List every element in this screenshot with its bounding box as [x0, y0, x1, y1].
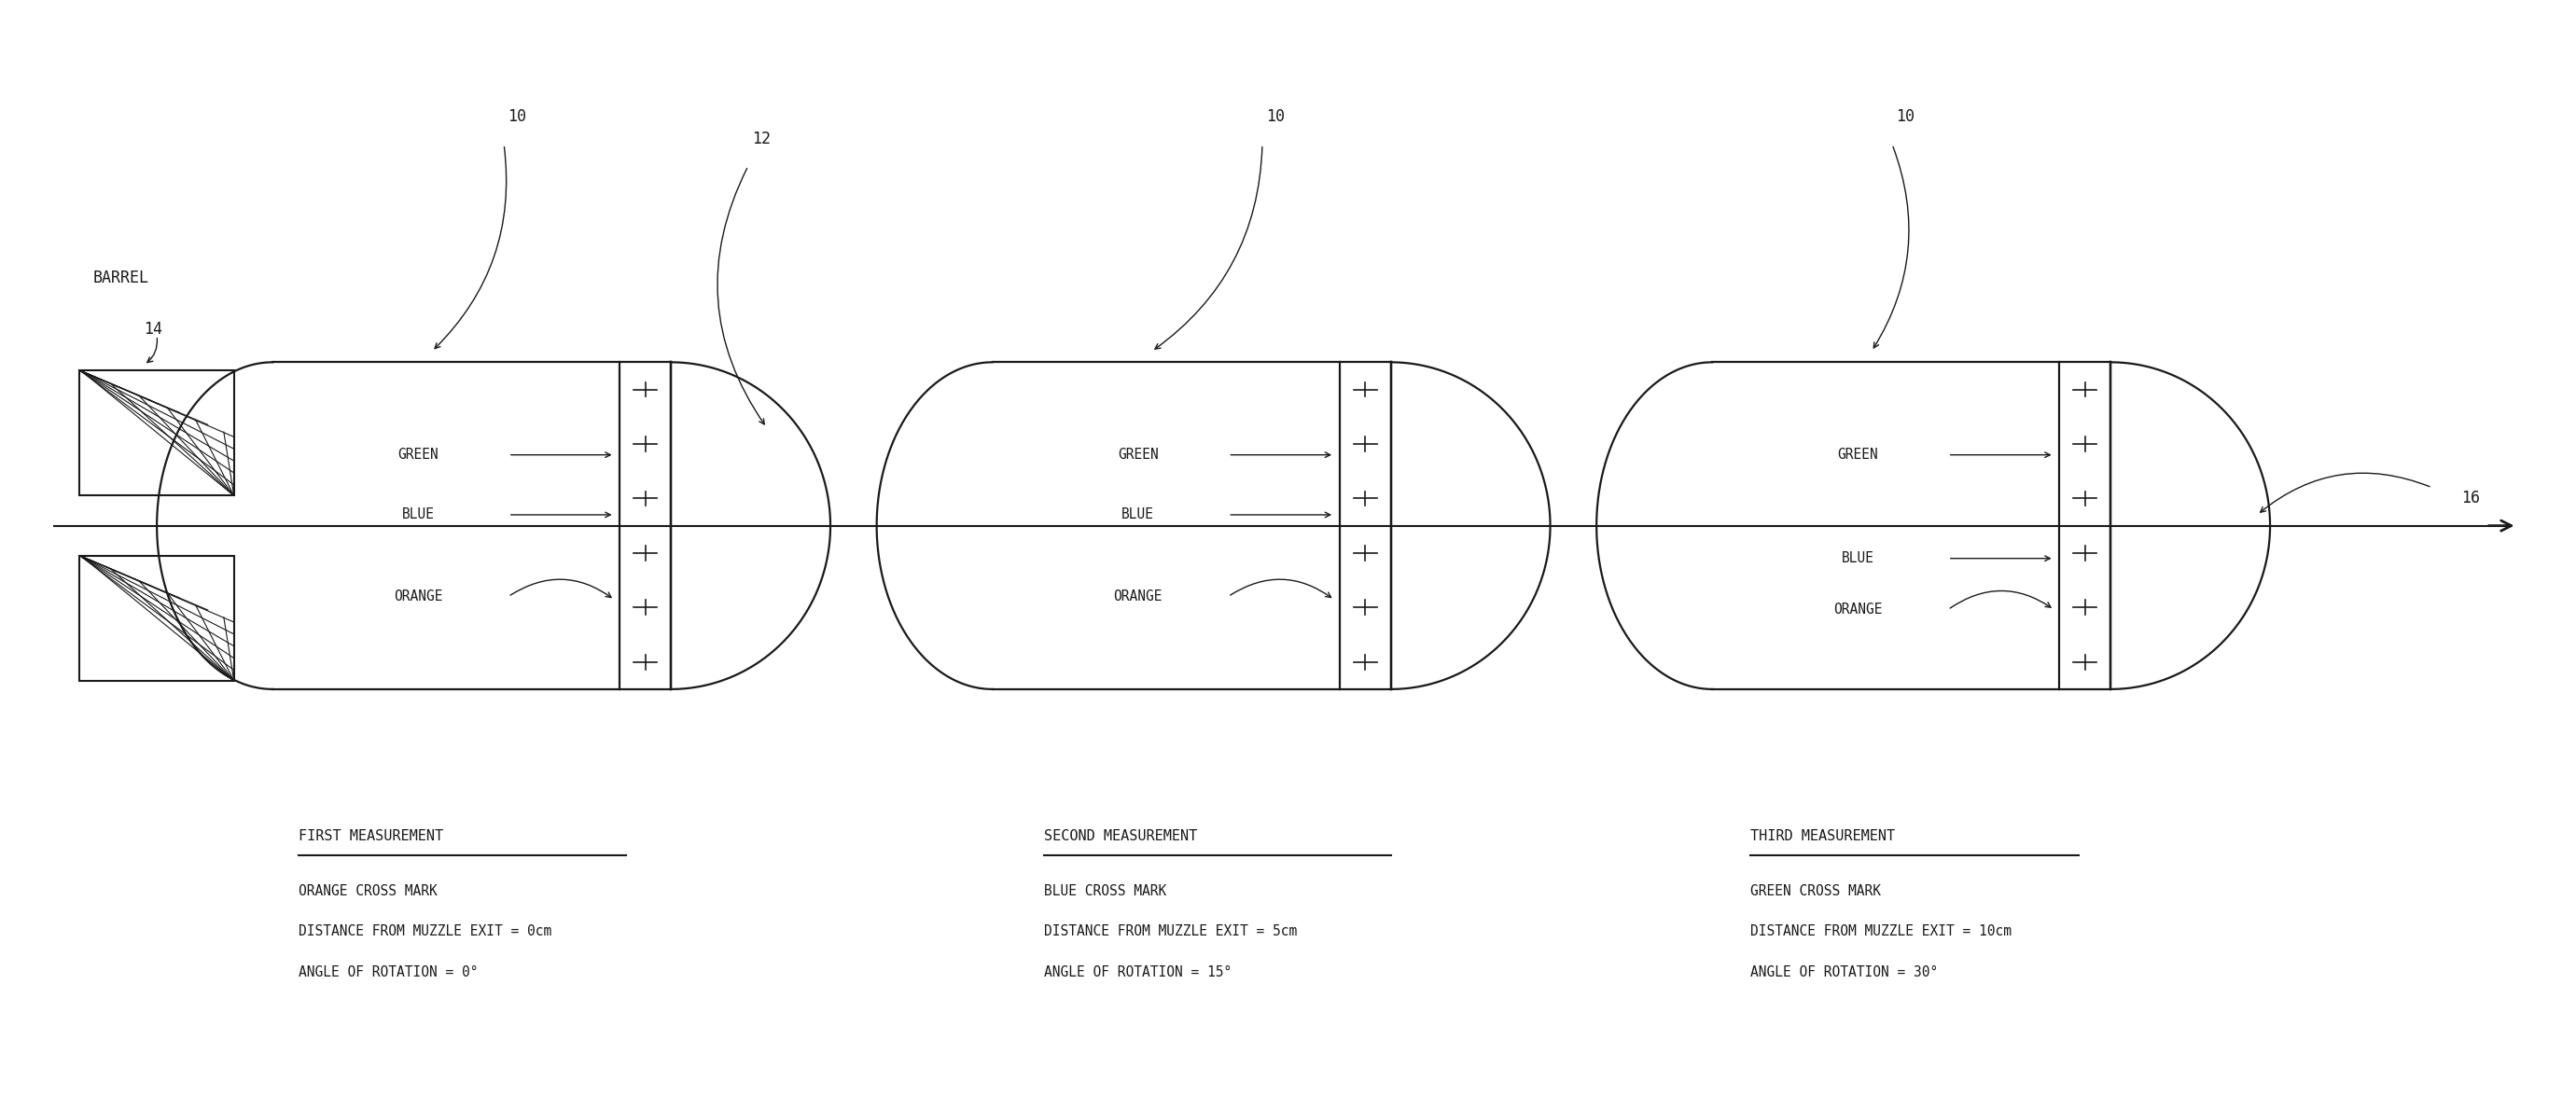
- Text: GREEN CROSS MARK: GREEN CROSS MARK: [1752, 884, 1880, 898]
- Text: 16: 16: [2460, 491, 2481, 507]
- Text: 14: 14: [144, 321, 162, 337]
- Text: ANGLE OF ROTATION = 30°: ANGLE OF ROTATION = 30°: [1752, 966, 1940, 980]
- Text: 10: 10: [1265, 108, 1285, 126]
- Text: FIRST MEASUREMENT: FIRST MEASUREMENT: [299, 829, 443, 843]
- Text: ORANGE CROSS MARK: ORANGE CROSS MARK: [299, 884, 438, 898]
- Text: 12: 12: [752, 130, 770, 147]
- Text: BARREL: BARREL: [93, 269, 149, 286]
- Text: ANGLE OF ROTATION = 0°: ANGLE OF ROTATION = 0°: [299, 966, 477, 980]
- Bar: [80, 555, 234, 681]
- Text: GREEN: GREEN: [1118, 448, 1159, 462]
- Text: 10: 10: [507, 108, 526, 126]
- Text: BLUE: BLUE: [1842, 552, 1875, 565]
- Text: THIRD MEASUREMENT: THIRD MEASUREMENT: [1752, 829, 1896, 843]
- Bar: [80, 370, 234, 496]
- Text: DISTANCE FROM MUZZLE EXIT = 0cm: DISTANCE FROM MUZZLE EXIT = 0cm: [299, 924, 551, 938]
- Text: DISTANCE FROM MUZZLE EXIT = 5cm: DISTANCE FROM MUZZLE EXIT = 5cm: [1043, 924, 1296, 938]
- Text: ORANGE: ORANGE: [394, 589, 443, 603]
- Text: BLUE: BLUE: [402, 508, 435, 522]
- Text: SECOND MEASUREMENT: SECOND MEASUREMENT: [1043, 829, 1198, 843]
- Text: ORANGE: ORANGE: [1113, 589, 1162, 603]
- Text: GREEN: GREEN: [397, 448, 438, 462]
- Text: BLUE: BLUE: [1121, 508, 1154, 522]
- Text: BLUE CROSS MARK: BLUE CROSS MARK: [1043, 884, 1167, 898]
- Text: 10: 10: [1896, 108, 1914, 126]
- Text: ANGLE OF ROTATION = 15°: ANGLE OF ROTATION = 15°: [1043, 966, 1231, 980]
- Text: DISTANCE FROM MUZZLE EXIT = 10cm: DISTANCE FROM MUZZLE EXIT = 10cm: [1752, 924, 2012, 938]
- Text: GREEN: GREEN: [1837, 448, 1878, 462]
- Text: ORANGE: ORANGE: [1834, 602, 1883, 616]
